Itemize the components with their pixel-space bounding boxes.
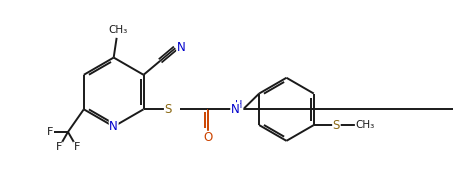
Text: S: S (332, 119, 339, 132)
Text: H: H (235, 100, 243, 110)
Text: F: F (47, 127, 53, 137)
Text: CH₃: CH₃ (354, 120, 374, 130)
Text: N: N (109, 120, 118, 133)
Text: N: N (177, 41, 185, 54)
Text: N: N (230, 103, 239, 116)
Text: F: F (56, 142, 62, 152)
Text: S: S (164, 103, 172, 116)
Text: CH₃: CH₃ (108, 25, 127, 35)
Text: O: O (202, 131, 212, 144)
Text: F: F (74, 142, 80, 152)
